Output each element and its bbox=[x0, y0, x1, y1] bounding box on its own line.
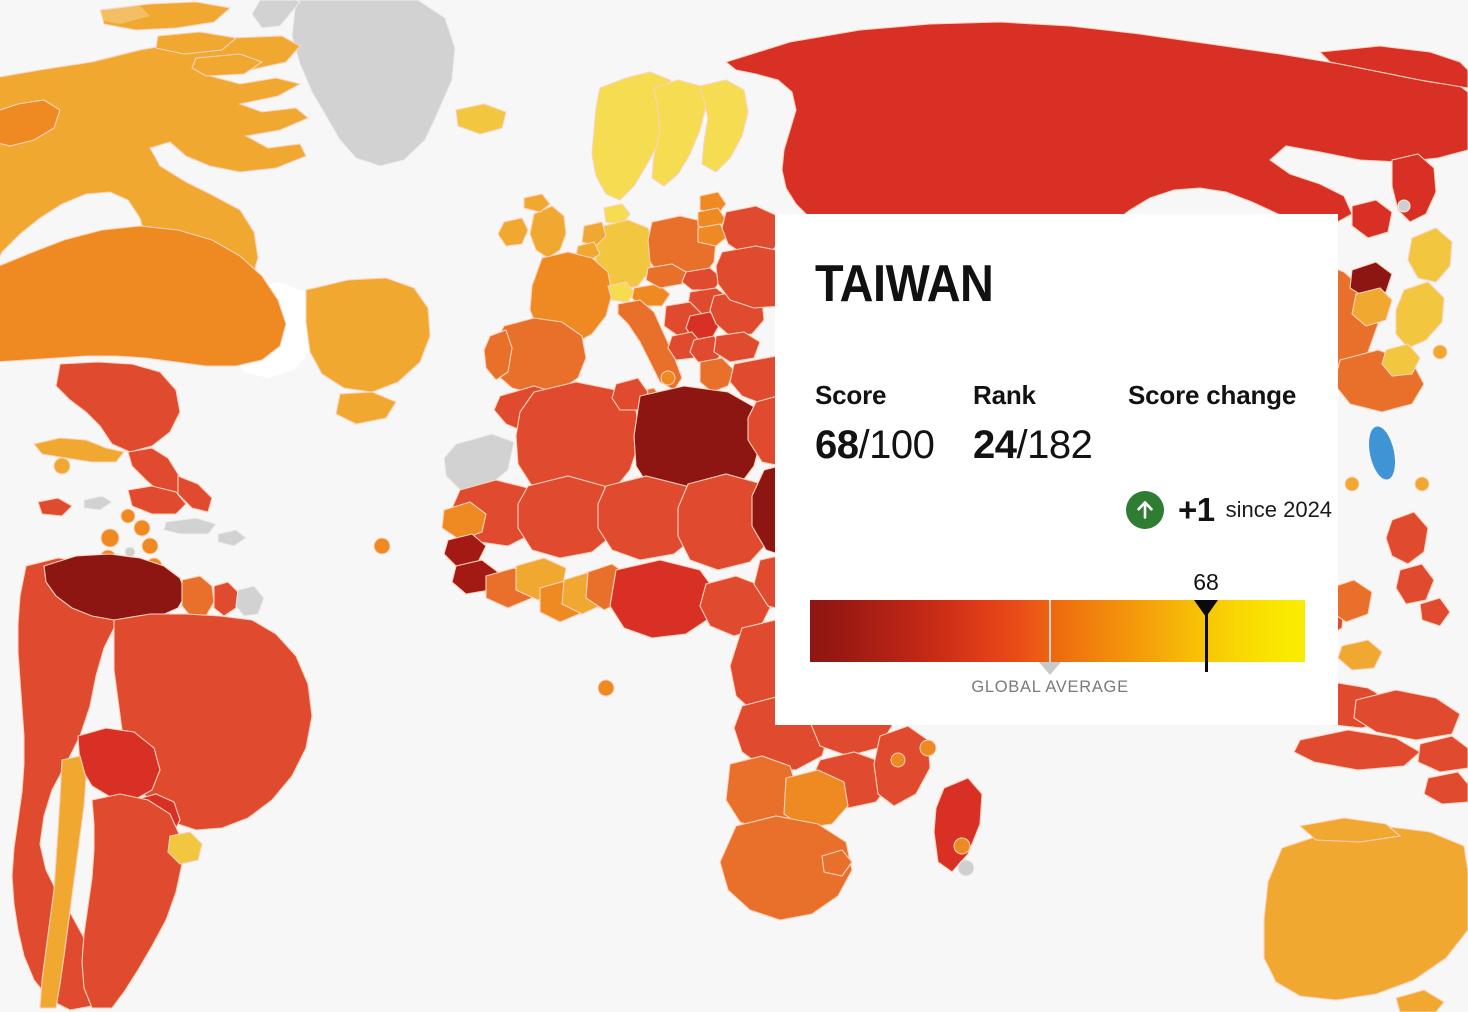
rank-total: /182 bbox=[1016, 422, 1093, 467]
score-marker-value: 68 bbox=[1193, 569, 1219, 595]
score-marker-triangle bbox=[1194, 600, 1218, 617]
global-average-marker-triangle bbox=[1039, 662, 1062, 675]
arrow-up-icon bbox=[1126, 491, 1164, 529]
score-change-stat-block: Score change bbox=[1128, 380, 1305, 411]
country-name-title: TAIWAN bbox=[815, 255, 994, 313]
score-change-row: +1 since 2024 bbox=[1126, 491, 1332, 529]
rank-number: 24 bbox=[973, 422, 1017, 467]
score-change-since: since 2024 bbox=[1225, 497, 1333, 522]
score-value: 68/100 bbox=[815, 425, 973, 465]
rank-label: Rank bbox=[973, 380, 1036, 410]
global-average-label: GLOBAL AVERAGE bbox=[971, 678, 1129, 696]
rank-value: 24/182 bbox=[973, 425, 1128, 465]
score-label: Score bbox=[815, 380, 887, 410]
score-stat-block: Score 68/100 bbox=[815, 380, 973, 465]
score-scale: GLOBAL AVERAGE 68 bbox=[810, 569, 1305, 696]
score-change-delta: +1 bbox=[1178, 491, 1215, 528]
score-number: 68 bbox=[815, 422, 859, 467]
score-total: /100 bbox=[858, 422, 935, 467]
score-change-label: Score change bbox=[1128, 380, 1297, 410]
country-info-panel: TAIWAN Score 68/100 Rank 24/182 Score ch… bbox=[775, 214, 1338, 725]
score-scale-gradient-bar bbox=[810, 600, 1305, 662]
global-average-line bbox=[1049, 600, 1052, 662]
country-stats-row: Score 68/100 Rank 24/182 Score change bbox=[815, 380, 1305, 465]
rank-stat-block: Rank 24/182 bbox=[973, 380, 1128, 465]
score-marker-stem bbox=[1204, 600, 1208, 672]
